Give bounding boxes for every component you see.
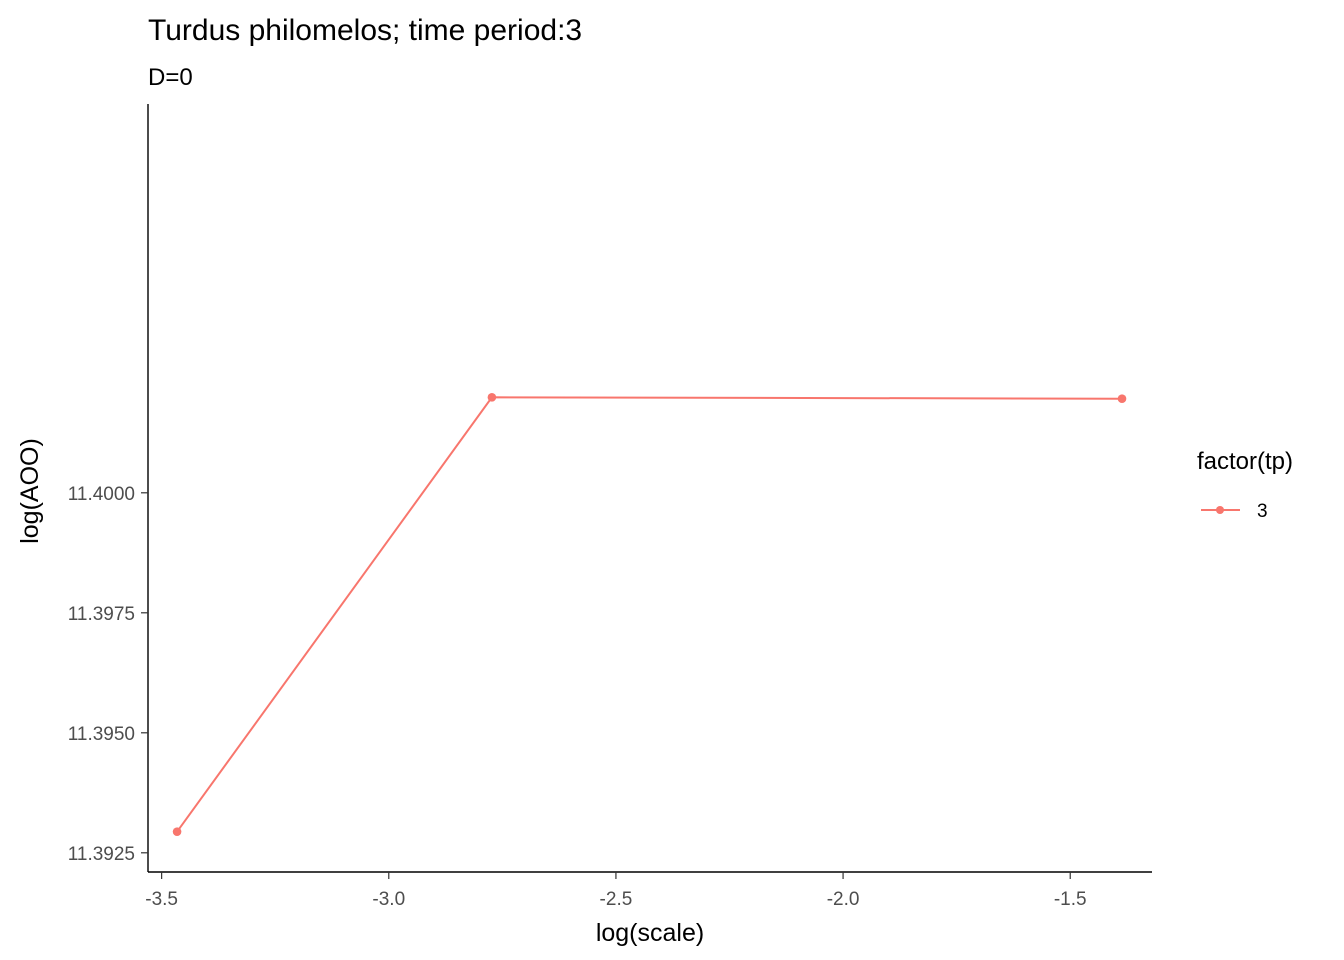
series-point [487, 392, 497, 402]
y-tick-label: 11.3950 [68, 724, 135, 745]
x-tick-label: -2.0 [827, 889, 860, 910]
series-point [172, 827, 182, 836]
legend-key-point [1216, 506, 1224, 514]
y-tick-label: 11.4000 [68, 484, 135, 505]
y-tick-label: 11.3925 [68, 844, 135, 865]
x-tick-label: -3.0 [372, 889, 405, 910]
legend-title: factor(tp) [1197, 448, 1293, 475]
legend-entry-label: 3 [1257, 501, 1268, 522]
x-axis-title: log(scale) [596, 919, 704, 947]
chart-subtitle: D=0 [148, 64, 193, 91]
legend: factor(tp) 3 [1197, 448, 1293, 522]
axes [141, 104, 1152, 879]
y-axis-title: log(AOO) [16, 438, 44, 544]
series-point [1117, 394, 1127, 404]
tick-labels: -3.5 -3.0 -2.5 -2.0 -1.5 11.3925 11.3950 11.397… [68, 484, 1087, 910]
x-tick-label: -2.5 [600, 889, 633, 910]
series-line [176, 396, 1123, 833]
chart-title: Turdus philomelos; time period:3 [148, 14, 582, 47]
y-tick-label: 11.3975 [68, 604, 135, 625]
x-tick-label: -1.5 [1054, 889, 1087, 910]
plot-series [172, 392, 1127, 836]
x-tick-label: -3.5 [145, 889, 178, 910]
